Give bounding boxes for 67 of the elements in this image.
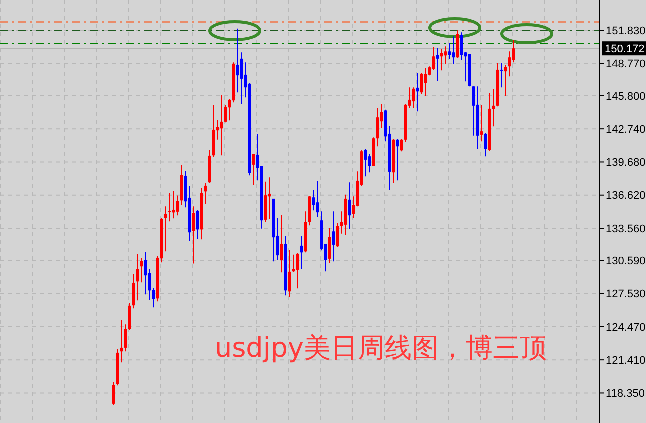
candlestick [460,32,464,60]
candlestick [252,153,256,186]
candlestick [444,46,448,64]
candlestick [332,211,336,262]
candlestick [508,51,512,78]
candlestick [288,249,292,298]
candlestick [328,228,332,264]
y-tick-label: 127.530 [606,288,646,301]
candlestick [164,206,168,252]
candlestick [504,64,508,96]
candlestick [112,382,116,406]
candlestick [120,320,124,364]
candlestick [132,273,136,310]
candlestick [300,235,304,270]
candlestick [316,180,320,218]
candlestick [500,62,504,88]
candlestick [424,68,428,96]
candlestick [436,48,440,82]
candlestick [224,104,228,124]
candlestick [176,195,180,216]
candlestick [368,153,372,174]
ref-line-label: 150.172 [605,43,645,56]
candlestick [292,254,296,273]
candlestick [172,190,176,220]
y-tick-label: 133.560 [606,223,646,236]
candlestick [240,52,244,104]
candlestick [268,177,272,220]
y-tick-label: 130.590 [606,256,646,268]
y-tick-label: 148.770 [606,58,646,71]
candlestick [336,222,340,248]
candlestick [144,252,148,296]
y-tick-label: 136.620 [606,190,646,202]
candlestick [400,138,404,152]
candlestick [480,104,484,142]
candlestick [512,39,516,64]
y-tick-label: 118.350 [606,388,645,400]
candlestick [204,182,208,205]
y-tick-label: 145.800 [606,90,646,103]
candlestick [456,30,460,59]
candlestick [296,252,300,290]
y-tick-label: 151.830 [606,25,646,38]
candlestick [420,72,424,94]
candlestick [396,138,400,182]
candlestick [236,28,240,94]
candlestick [348,182,352,230]
candlestick [196,209,200,240]
candlestick [220,94,224,156]
candlestick [376,108,380,148]
y-tick-label: 124.470 [606,322,646,334]
candlestick [280,214,284,274]
candlestick [192,206,196,264]
candlestick [472,86,476,136]
y-tick-label: 121.410 [606,354,646,367]
candlestick [484,132,488,158]
candlestick [440,48,444,72]
candlestick [136,253,140,302]
y-tick-label: 139.680 [606,157,646,170]
candlestick [140,258,144,284]
candlestick [448,42,452,60]
annotation: usdjpy美日周线图，博三顶 [215,333,547,364]
candlestick [416,72,420,112]
candlestick [452,36,456,64]
candlestick [168,192,172,222]
candlestick [312,189,316,212]
candlestick [364,148,368,178]
y-tick-label: 142.740 [606,124,646,136]
candlestick [412,87,416,109]
